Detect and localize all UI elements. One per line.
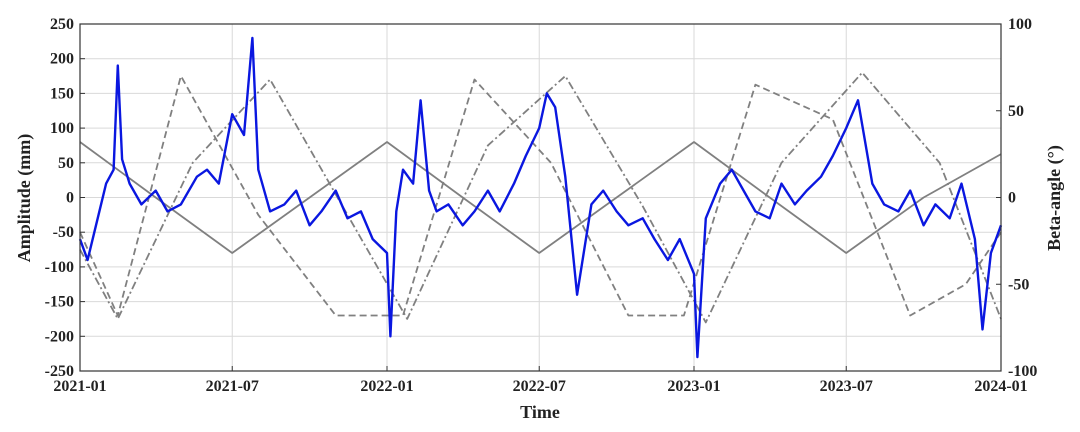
y-tick-label: -100 [45, 259, 74, 276]
x-tick-label: 2022-01 [360, 378, 413, 395]
x-axis-label: Time [520, 402, 560, 422]
x-tick-label: 2021-01 [53, 378, 106, 395]
y-tick-label: -200 [45, 328, 74, 345]
y-tick-label: 0 [66, 190, 74, 207]
y2-tick-label: 0 [1008, 190, 1016, 207]
y2-tick-label: -50 [1008, 276, 1029, 293]
x-tick-label: 2022-07 [513, 378, 566, 395]
y-tick-label: 50 [58, 155, 74, 172]
series-group [78, 36, 1003, 359]
y-tick-label: -250 [45, 363, 74, 380]
y2-tick-label: 100 [1008, 16, 1032, 33]
y-tick-label: 150 [50, 85, 74, 102]
series-line-solid [79, 141, 1002, 254]
ticks: 2021-01 2021-07 2022-01 2022-07 2023-01 2023-… [45, 16, 1038, 395]
y-tick-label: 250 [50, 16, 74, 33]
x-tick-label: 2023-01 [667, 378, 720, 395]
x-tick-label: 2024-01 [974, 378, 1027, 395]
y-axis-label: Amplitude (mm) [14, 134, 35, 263]
x-tick-label: 2021-07 [206, 378, 259, 395]
y2-tick-label: -100 [1008, 363, 1037, 380]
y-tick-label: -150 [45, 294, 74, 311]
y2-tick-label: 50 [1008, 103, 1024, 120]
y-tick-label: 100 [50, 120, 74, 137]
series-line-dashdot [79, 71, 1002, 324]
y2-axis-label: Beta-angle (°) [1044, 145, 1065, 251]
y-tick-label: -50 [53, 224, 74, 241]
series-line-dashed [79, 75, 1002, 317]
x-tick-label: 2023-07 [820, 378, 873, 395]
series-line-solid [78, 36, 1003, 359]
y-tick-label: 200 [50, 51, 74, 68]
